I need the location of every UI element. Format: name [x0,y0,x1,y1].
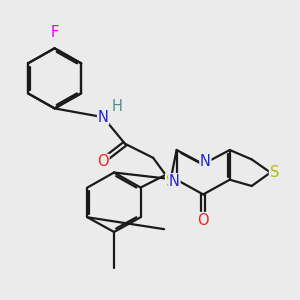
Text: N: N [98,110,109,124]
Text: S: S [269,165,279,180]
Text: N: N [200,154,211,169]
Text: O: O [97,154,109,169]
Text: N: N [169,174,180,189]
Text: F: F [50,25,59,40]
Text: H: H [112,99,123,114]
Text: S: S [166,174,175,189]
Text: O: O [197,213,209,228]
